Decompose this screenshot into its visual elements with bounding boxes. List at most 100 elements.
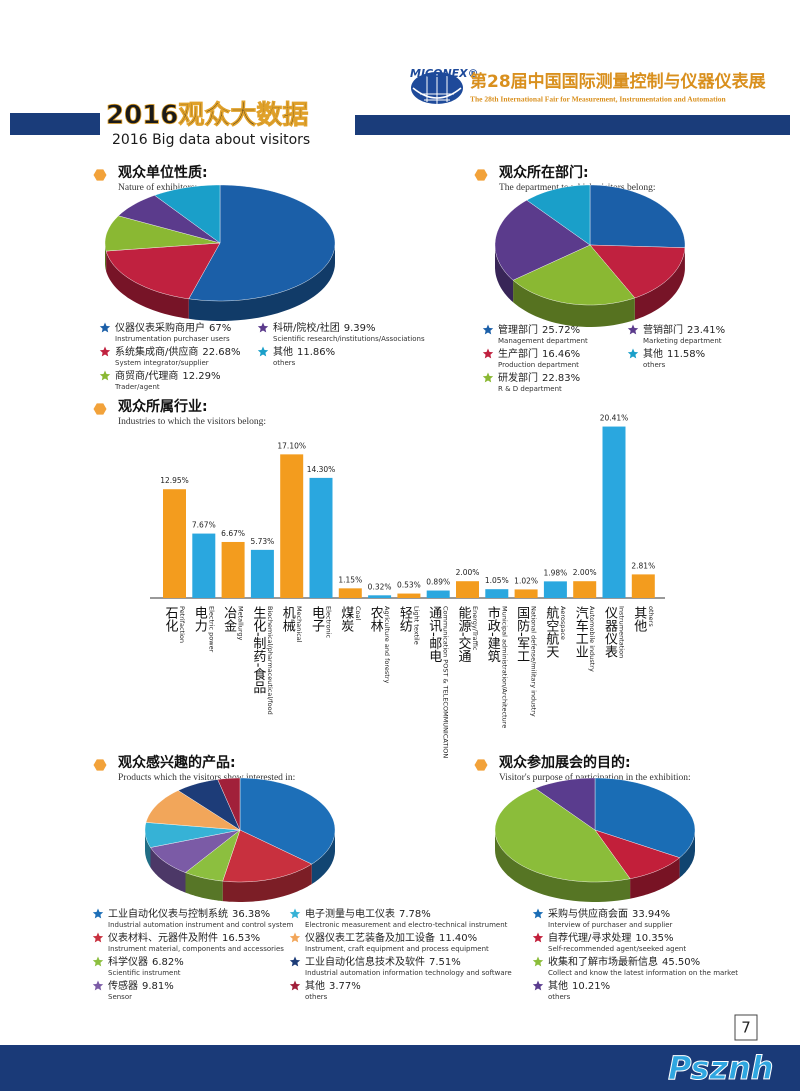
bar <box>250 549 274 598</box>
category-label: 轻纺 <box>397 606 413 633</box>
legend-name: 科学仪器 <box>108 955 148 968</box>
legend-value: 9.39% <box>344 323 376 334</box>
legend-label: 商贸商/代理商 12.29% <box>115 369 221 382</box>
bar <box>338 588 362 598</box>
bar <box>309 477 333 598</box>
category-label: 航空航天 <box>543 605 559 658</box>
legend-value: 7.51% <box>429 957 461 968</box>
logo <box>411 72 463 104</box>
category-label: 通讯-邮电 <box>426 606 442 663</box>
legend-label: 仪表材料、元器件及附件 16.53% <box>108 931 260 944</box>
legend-name: 传感器 <box>108 979 138 992</box>
bar <box>573 581 597 598</box>
legend-star <box>289 932 301 943</box>
section-bullet <box>474 759 488 771</box>
legend-value: 16.53% <box>222 933 260 944</box>
legend-value: 67% <box>209 323 231 334</box>
bar-value-label: 0.89% <box>426 578 450 587</box>
pie-slice-side <box>106 251 189 319</box>
legend-star <box>92 932 104 943</box>
legend-star <box>92 908 104 919</box>
section-bullet <box>93 759 107 771</box>
legend-name: 其他 <box>273 345 293 358</box>
legend-label: 营销部门 23.41% <box>643 323 725 336</box>
pie-slice-side <box>679 830 695 878</box>
legend-sublabel: Trader/agent <box>114 383 160 391</box>
legend-sublabel: Collect and know the latest information … <box>548 969 738 977</box>
legend-sublabel: Industrial automation information techno… <box>305 969 512 977</box>
bar <box>368 595 392 598</box>
category-sublabel: Electronic <box>325 606 333 638</box>
bar <box>397 593 421 598</box>
section-title: 观众感兴趣的产品: <box>118 754 236 771</box>
legend-sublabel: Sensor <box>108 993 132 1001</box>
section-bullet <box>93 403 107 415</box>
banner-subtitle: 2016 Big data about visitors <box>112 132 310 148</box>
category-label: 农林 <box>368 606 384 632</box>
category-sublabel: Energy/Traffic <box>471 606 479 651</box>
pie-slice <box>117 195 221 244</box>
section-title: 观众参加展会的目的: <box>499 754 631 771</box>
legend-star <box>482 372 494 383</box>
bar-value-label: 1.02% <box>514 576 538 585</box>
bar <box>163 489 186 598</box>
legend-value: 25.72% <box>542 325 580 336</box>
bar-value-label: 0.53% <box>397 581 421 590</box>
legend-value: 9.81% <box>142 981 174 992</box>
bar <box>192 533 216 598</box>
legend-value: 11.58% <box>667 349 705 360</box>
legend-label: 其他 3.77% <box>305 979 361 992</box>
legend-label: 研发部门 22.83% <box>498 371 580 384</box>
legend-name: 生产部门 <box>498 347 538 360</box>
legend-star <box>532 932 544 943</box>
legend-label: 其他 11.58% <box>643 347 705 360</box>
legend-name: 管理部门 <box>498 323 538 336</box>
section-subtitle: Nature of exhibitors: <box>118 182 197 193</box>
legend-star <box>257 322 269 333</box>
legend-name: 商贸商/代理商 <box>115 369 178 382</box>
pie-slice <box>154 184 221 244</box>
legend-sublabel: Scientific research/institutions/Associa… <box>273 335 425 343</box>
category-sublabel: Coal <box>354 606 362 620</box>
legend-sublabel: others <box>305 993 328 1001</box>
legend-value: 16.46% <box>542 349 580 360</box>
legend-sublabel: Instrument material, components and acce… <box>108 945 284 953</box>
section-title: 观众所在部门: <box>499 164 589 181</box>
legend-name: 收集和了解市场最新信息 <box>548 955 658 968</box>
category-sublabel: Electric power <box>207 606 215 653</box>
legend-sublabel: others <box>643 361 666 369</box>
pie-slice <box>494 199 591 281</box>
legend-star <box>289 908 301 919</box>
category-label: 电子 <box>309 606 325 632</box>
category-label: 市政-建筑 <box>485 605 501 664</box>
legend-value: 23.41% <box>687 325 725 336</box>
legend-label: 科学仪器 6.82% <box>108 955 184 968</box>
bar <box>514 589 538 598</box>
legend-star <box>627 324 639 335</box>
pie-slice <box>589 184 686 248</box>
bar <box>485 589 509 598</box>
category-sublabel: Metallurgy <box>237 606 245 641</box>
category-label: 石化 <box>163 606 179 633</box>
category-sublabel: others <box>647 606 655 627</box>
legend-star <box>289 980 301 991</box>
category-label: 国防-军工 <box>514 606 530 663</box>
legend-value: 33.94% <box>632 909 670 920</box>
legend-value: 3.77% <box>329 981 361 992</box>
legend-sublabel: Instrument, craft equipment and process … <box>305 945 489 953</box>
legend-label: 其他 11.86% <box>273 345 335 358</box>
legend-sublabel: Scientific instrument <box>108 969 181 977</box>
bar-value-label: 7.67% <box>192 521 216 530</box>
category-sublabel: Instrumentation <box>618 606 626 658</box>
section-subtitle: Products which the visitors show interes… <box>118 773 295 783</box>
legend-name: 其他 <box>643 347 663 360</box>
category-label: 生化-制药-食品 <box>250 606 266 694</box>
legend-label: 工业自动化信息技术及软件 7.51% <box>305 955 461 968</box>
section-subtitle: Industries to which the visitors belong: <box>118 417 266 427</box>
legend-value: 11.86% <box>297 347 335 358</box>
category-sublabel: Automobile industry <box>588 606 596 672</box>
pie-slice-side <box>513 280 635 327</box>
pie-slice <box>185 829 241 882</box>
banner-title: 2016观众大数据 <box>106 101 308 131</box>
pie-slice <box>494 788 631 883</box>
